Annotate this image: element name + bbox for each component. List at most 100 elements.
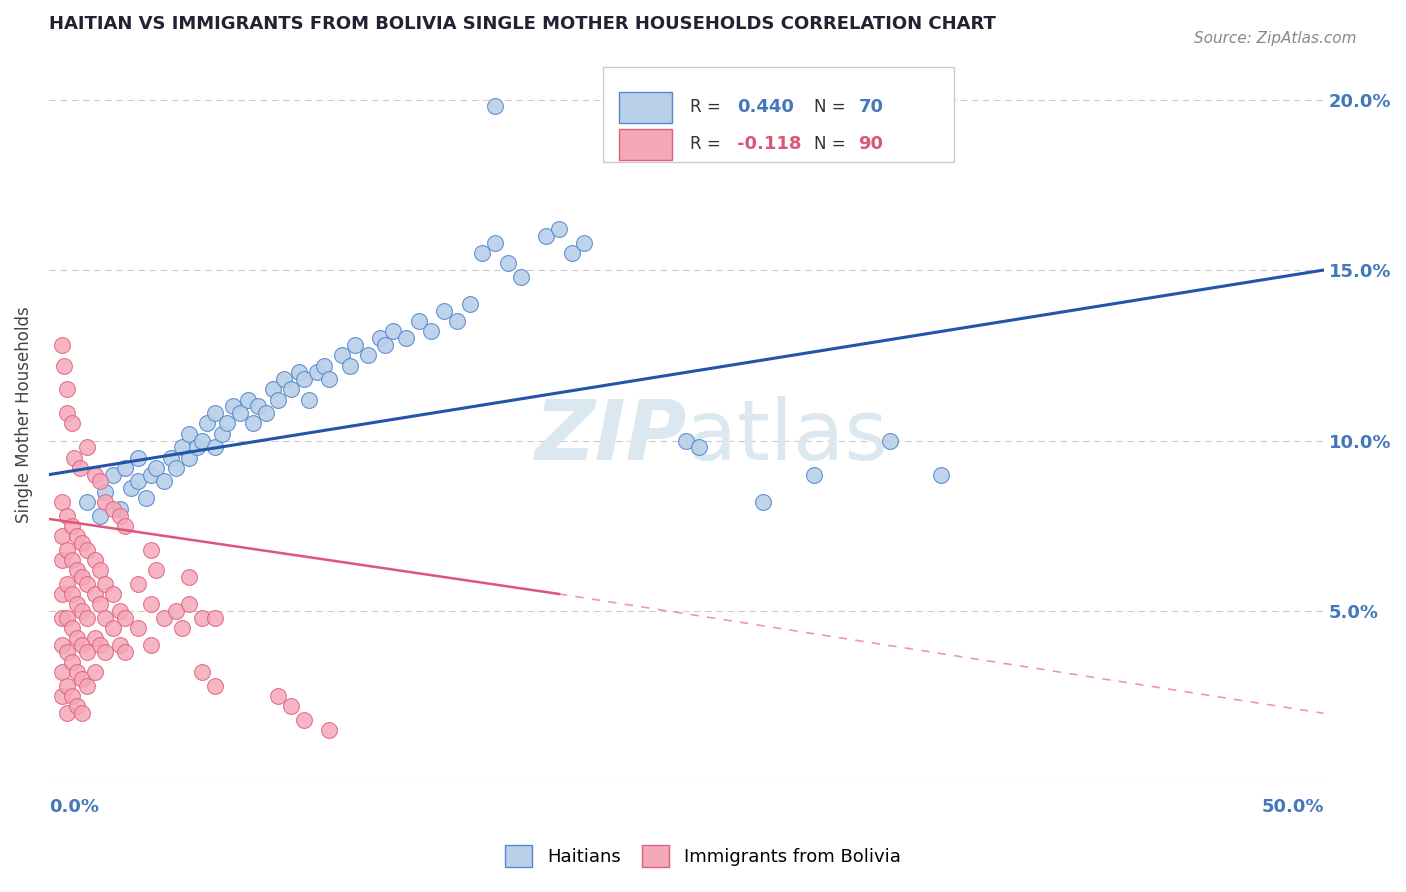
Point [63,450,86,465]
Y-axis label: Single Mother Households: Single Mother Households [15,307,32,524]
FancyBboxPatch shape [619,129,672,160]
Point [509,269,531,284]
Point [179,450,201,465]
Point [114,611,136,625]
Point [675,434,697,448]
Point [110,501,132,516]
Point [76,440,98,454]
Point [83,632,105,646]
Text: Source: ZipAtlas.com: Source: ZipAtlas.com [1194,31,1357,46]
Point [191,611,214,625]
Point [356,348,378,362]
Point [688,440,710,454]
Point [56,508,79,523]
Point [280,383,302,397]
Point [305,365,328,379]
Point [51,553,73,567]
Point [76,679,98,693]
Point [298,392,321,407]
Point [76,611,98,625]
Point [471,246,494,260]
Point [267,690,290,704]
Text: 70: 70 [859,98,883,116]
Point [76,576,98,591]
Point [408,314,430,328]
Point [170,440,193,454]
Point [51,529,73,543]
Text: 90: 90 [859,135,883,153]
Point [152,611,174,625]
Text: 0.440: 0.440 [737,98,794,116]
Point [56,383,79,397]
Point [60,417,83,431]
Point [66,597,89,611]
Point [60,690,83,704]
Point [139,597,162,611]
Point [110,604,132,618]
Point [370,331,392,345]
Point [56,576,79,591]
Point [247,400,270,414]
Point [191,434,214,448]
Point [374,338,396,352]
Point [127,450,149,465]
FancyBboxPatch shape [603,67,955,162]
Point [70,604,93,618]
Point [56,679,79,693]
Point [56,706,79,721]
Point [51,611,73,625]
Point [89,475,111,489]
FancyBboxPatch shape [619,93,672,123]
Point [76,645,98,659]
Point [89,508,111,523]
Point [56,542,79,557]
Point [534,229,557,244]
Point [101,587,124,601]
Point [254,406,277,420]
Point [101,501,124,516]
Point [66,563,89,577]
Point [139,638,162,652]
Point [179,597,201,611]
Point [127,475,149,489]
Point [70,570,93,584]
Point [292,372,315,386]
Point [114,645,136,659]
Point [120,481,142,495]
Point [51,665,73,680]
Point [273,372,295,386]
Point [60,587,83,601]
Point [803,467,825,482]
Point [195,417,218,431]
Point [152,475,174,489]
Point [420,325,443,339]
Point [145,563,167,577]
Point [89,638,111,652]
Point [66,665,89,680]
Point [186,440,208,454]
Point [110,638,132,652]
Point [60,655,83,669]
Point [76,495,98,509]
Point [547,222,569,236]
Text: 0.0%: 0.0% [49,797,98,815]
Point [70,706,93,721]
Point [292,713,315,727]
Point [211,426,233,441]
Point [574,235,596,250]
Point [56,406,79,420]
Point [179,426,201,441]
Point [179,570,201,584]
Point [267,392,290,407]
Point [114,460,136,475]
Point [114,518,136,533]
Point [70,672,93,686]
Point [343,338,366,352]
Point [51,638,73,652]
Point [204,440,226,454]
Point [101,467,124,482]
Point [83,665,105,680]
Point [204,611,226,625]
Point [314,359,336,373]
Point [217,417,239,431]
